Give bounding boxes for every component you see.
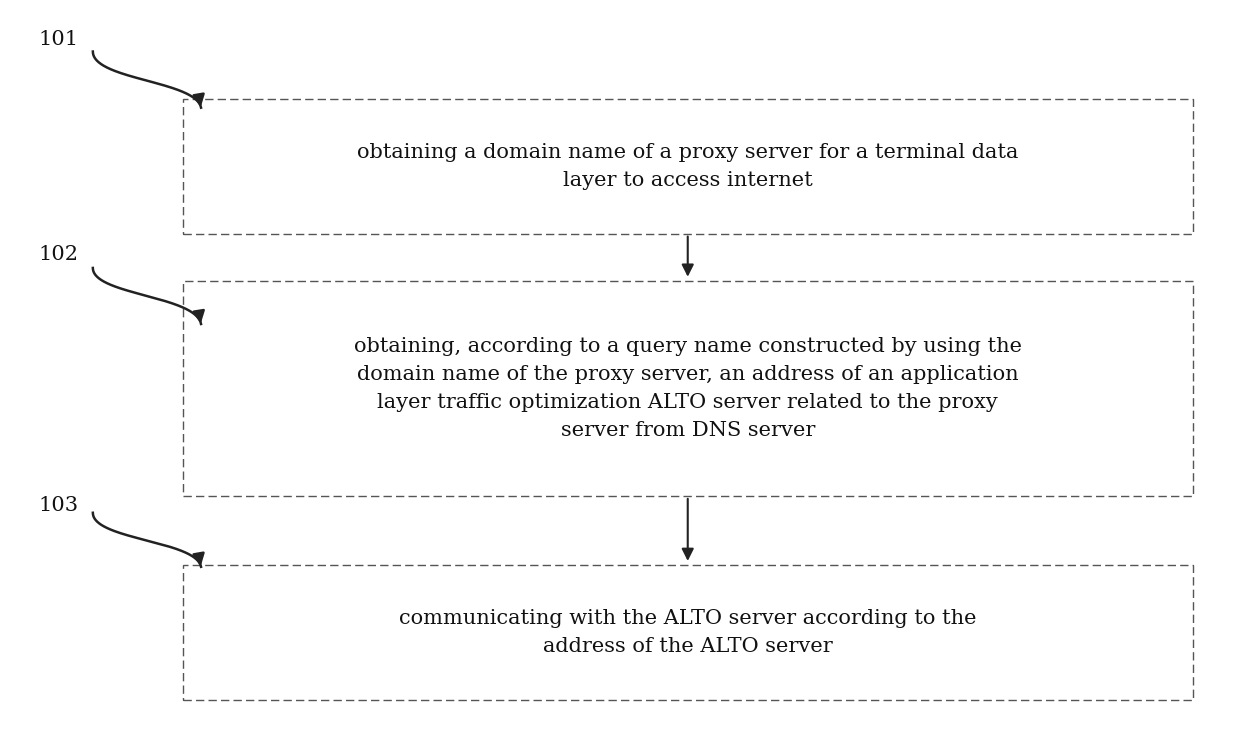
FancyBboxPatch shape [182,281,1193,496]
Text: obtaining a domain name of a proxy server for a terminal data
layer to access in: obtaining a domain name of a proxy serve… [357,143,1018,190]
FancyBboxPatch shape [182,565,1193,700]
Text: obtaining, according to a query name constructed by using the
domain name of the: obtaining, according to a query name con… [353,337,1022,440]
Text: 103: 103 [38,496,79,515]
Text: 102: 102 [38,245,78,264]
Text: 101: 101 [38,29,79,49]
Text: communicating with the ALTO server according to the
address of the ALTO server: communicating with the ALTO server accor… [399,609,976,656]
FancyBboxPatch shape [182,99,1193,234]
